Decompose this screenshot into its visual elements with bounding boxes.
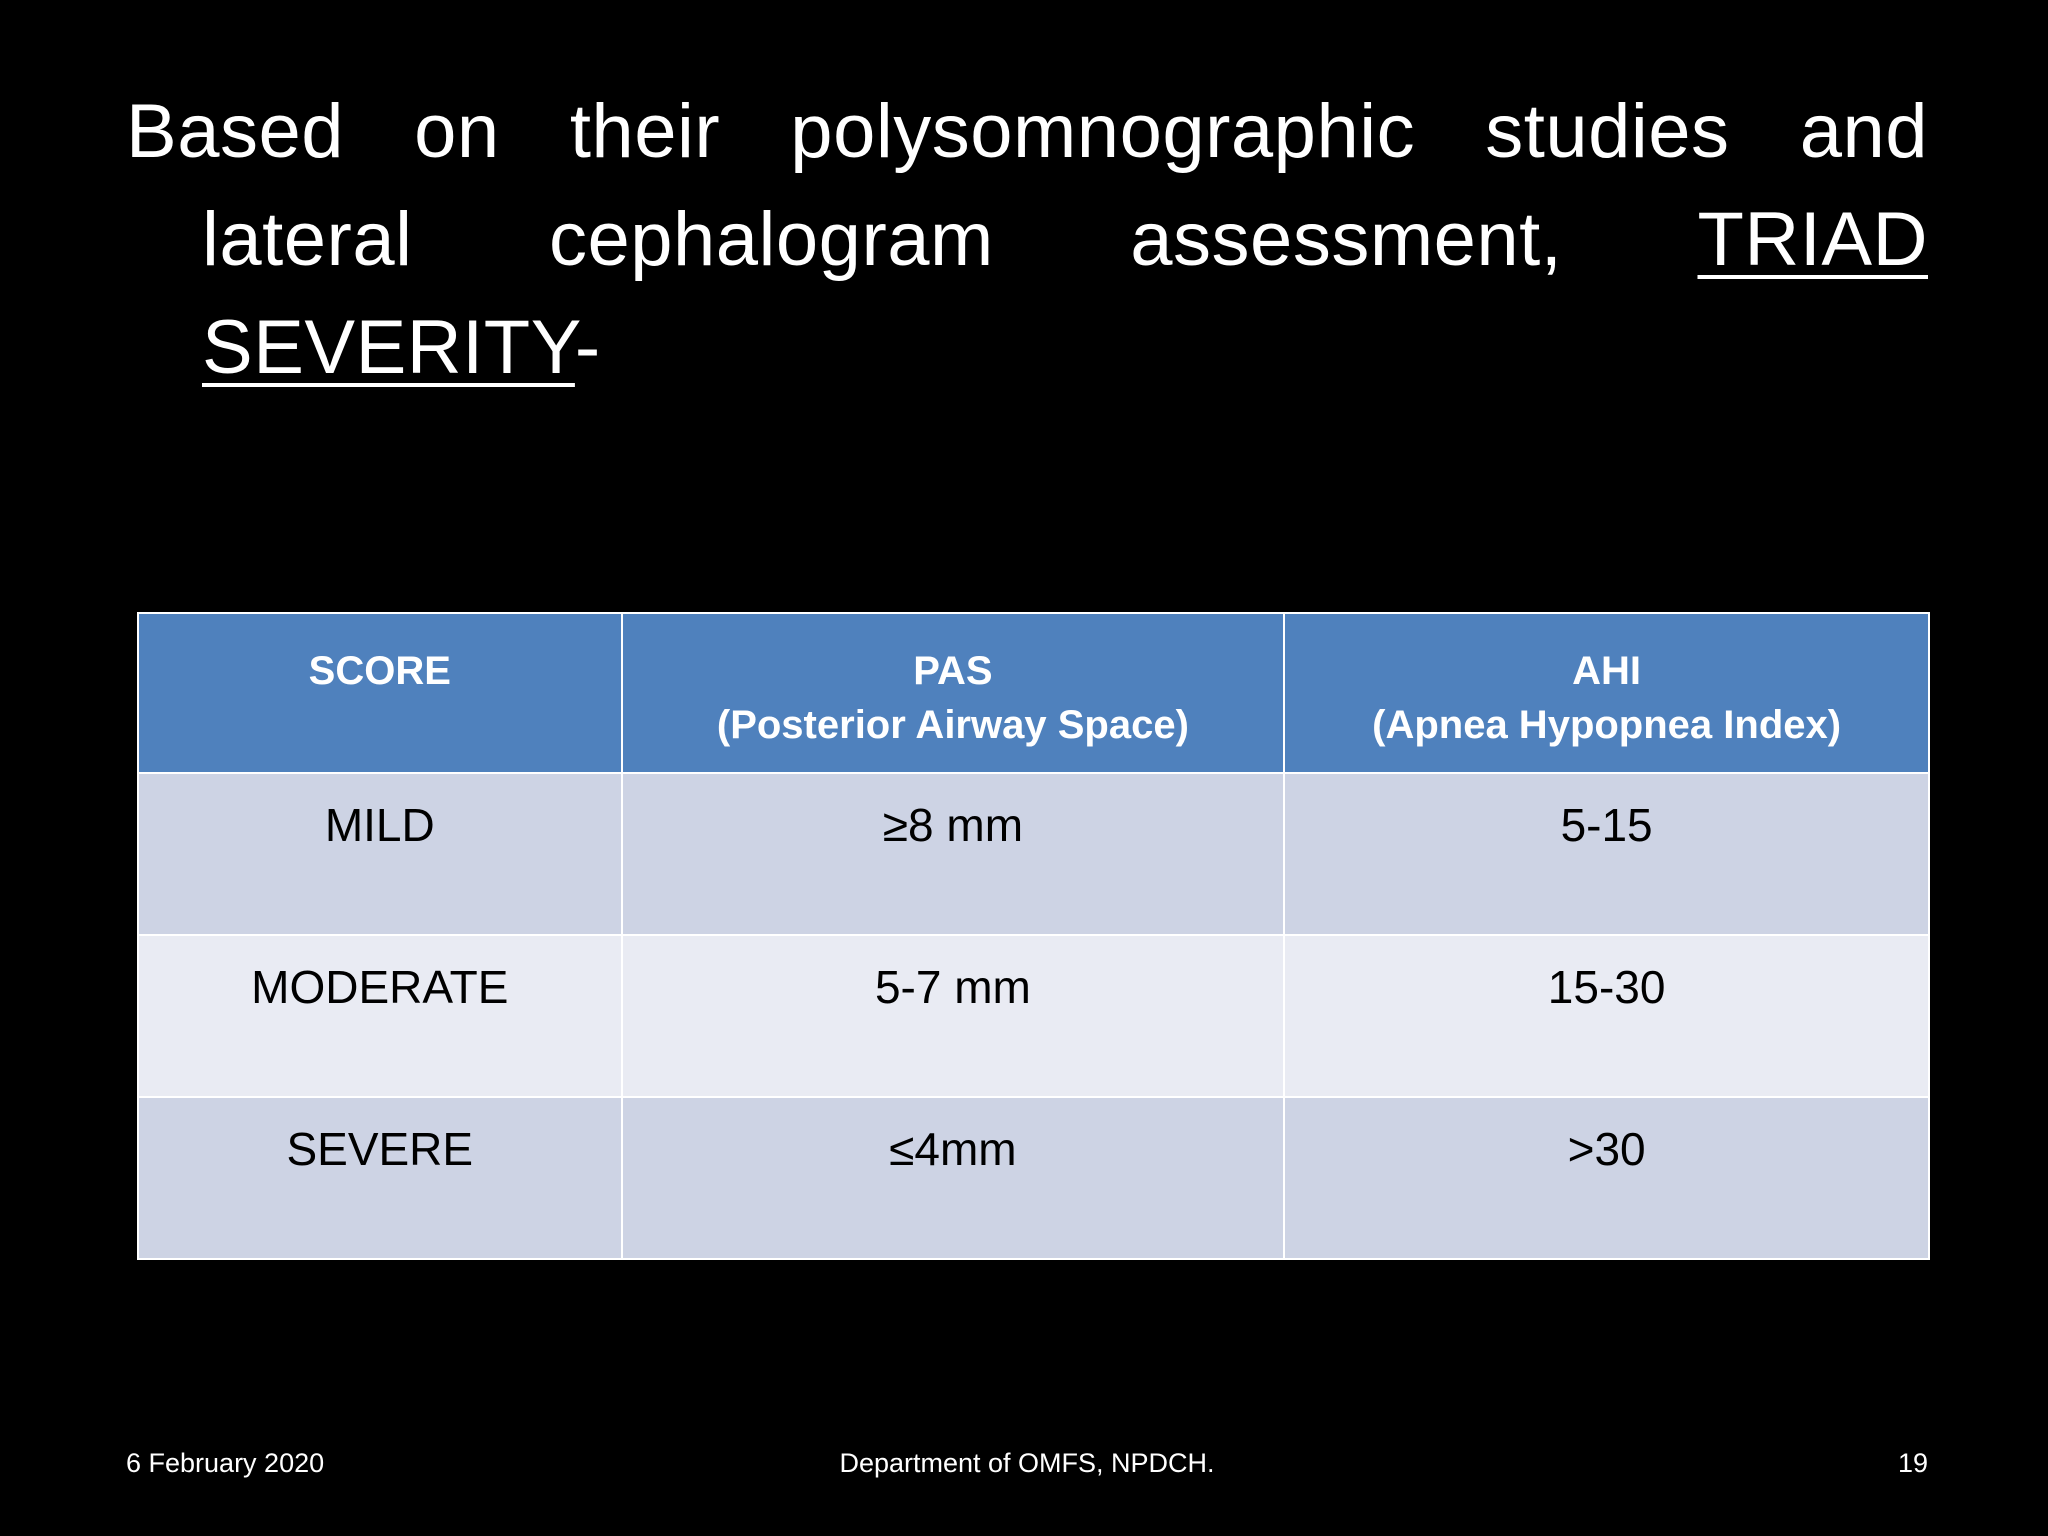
footer-date: 6 February 2020 [126, 1448, 325, 1478]
title-line-2: lateral cephalogram assessment, TRIAD [126, 186, 1928, 294]
title-text-2: lateral cephalogram assessment, [202, 196, 1563, 282]
table-row-severe: SEVERE ≤4mm >30 [137, 1096, 1930, 1260]
title-underlined-severity: SEVERITY [202, 304, 575, 390]
cell-severe-score: SEVERE [137, 1096, 623, 1260]
column-header-pas-subtitle: (Posterior Airway Space) [716, 703, 1189, 747]
slide-footer: 6 February 2020 Department of OMFS, NPDC… [126, 1448, 1928, 1488]
table-header: SCORE PAS (Posterior Airway Space) AHI (… [137, 612, 1930, 774]
cell-severe-ahi: >30 [1283, 1096, 1930, 1260]
table-body: MILD ≥8 mm 5-15 MODERATE 5-7 mm 15-30 SE… [137, 772, 1930, 1260]
column-header-ahi: AHI (Apnea Hypopnea Index) [1283, 612, 1930, 774]
slide-title: Based on their polysomnographic studies … [126, 78, 1928, 402]
triad-severity-table: SCORE PAS (Posterior Airway Space) AHI (… [137, 612, 1930, 1260]
column-header-score-title: SCORE [308, 649, 451, 693]
table-row-moderate: MODERATE 5-7 mm 15-30 [137, 934, 1930, 1098]
title-line-3: SEVERITY- [126, 294, 1928, 402]
column-header-pas-title: PAS [913, 649, 993, 693]
cell-moderate-ahi: 15-30 [1283, 934, 1930, 1098]
cell-mild-ahi: 5-15 [1283, 772, 1930, 936]
title-suffix: - [574, 304, 601, 390]
cell-moderate-score: MODERATE [137, 934, 623, 1098]
column-header-ahi-subtitle: (Apnea Hypopnea Index) [1372, 703, 1842, 747]
column-header-ahi-title: AHI [1572, 649, 1642, 693]
cell-mild-pas: ≥8 mm [620, 772, 1286, 936]
column-header-score: SCORE [137, 612, 623, 774]
title-underlined-triad: TRIAD [1697, 196, 1928, 282]
title-line-1: Based on their polysomnographic studies … [126, 78, 1928, 186]
cell-mild-score: MILD [137, 772, 623, 936]
table-row-mild: MILD ≥8 mm 5-15 [137, 772, 1930, 936]
footer-department: Department of OMFS, NPDCH. [839, 1448, 1215, 1478]
cell-moderate-pas: 5-7 mm [620, 934, 1286, 1098]
table-header-row: SCORE PAS (Posterior Airway Space) AHI (… [137, 612, 1930, 774]
column-header-pas: PAS (Posterior Airway Space) [620, 612, 1286, 774]
title-text-1: Based on their polysomnographic studies … [126, 89, 1928, 174]
footer-page-number: 19 [1897, 1448, 1928, 1478]
cell-severe-pas: ≤4mm [620, 1096, 1286, 1260]
